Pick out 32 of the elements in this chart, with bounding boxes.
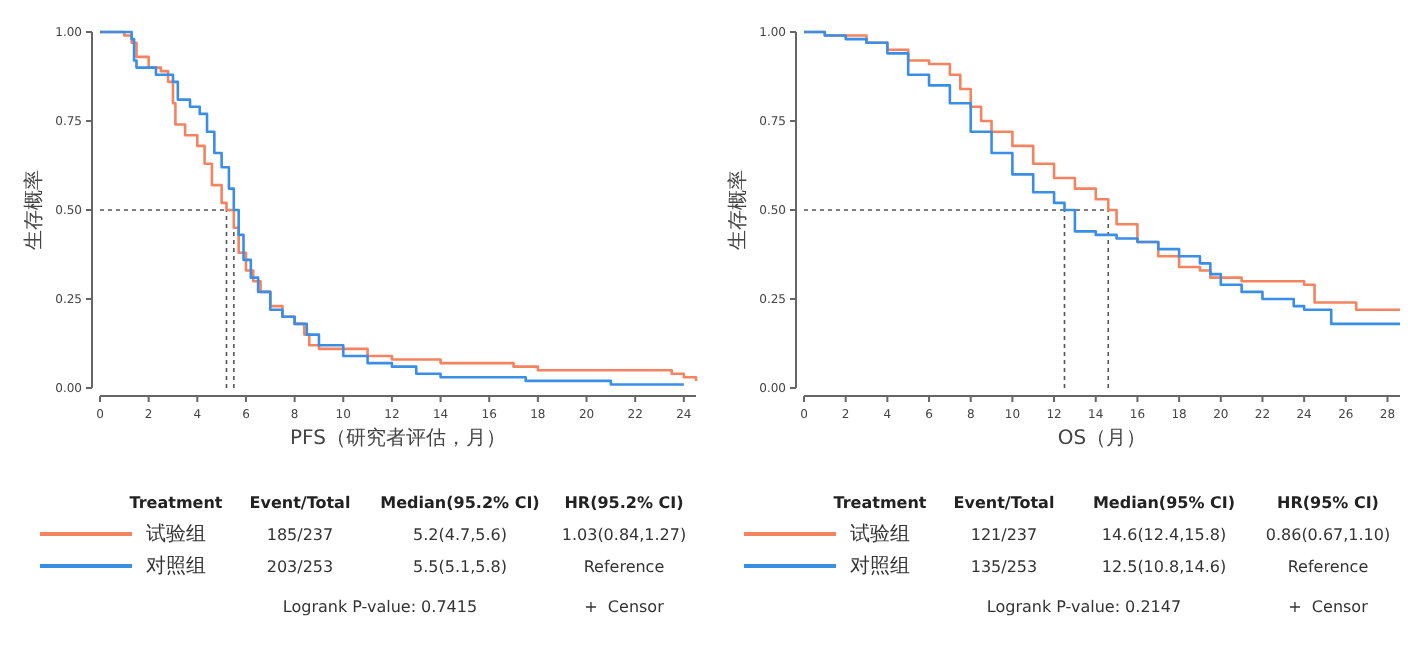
text: 12.5(10.8,14.6): [1101, 558, 1227, 576]
legend-label: 对照组: [146, 554, 206, 578]
text: 135/253: [970, 558, 1038, 576]
text: Logrank P-value: 0.7415: [282, 598, 478, 616]
legend-label: 试验组: [146, 522, 206, 546]
text: Median(95.2% CI): [380, 494, 540, 512]
text: Treatment: [129, 494, 223, 512]
text: + Censor: [1288, 598, 1370, 616]
text: Event/Total: [249, 494, 351, 512]
text: 185/237: [266, 526, 334, 544]
legend-label: 试验组: [850, 522, 910, 546]
text: 0.86(0.67,1.10): [1265, 526, 1391, 544]
y-axis-title: 生存概率: [726, 170, 750, 250]
text: 121/237: [970, 526, 1038, 544]
legend-label: 对照组: [850, 554, 910, 578]
text: HR(95.2% CI): [564, 494, 684, 512]
x-axis-title: OS（月）: [1057, 428, 1147, 450]
text: + Censor: [584, 598, 666, 616]
text: Logrank P-value: 0.2147: [986, 598, 1182, 616]
text: Treatment: [833, 494, 927, 512]
text: Reference: [1287, 558, 1369, 576]
text: HR(95% CI): [1277, 494, 1379, 512]
text: 5.5(5.1,5.8): [413, 558, 507, 576]
text: 203/253: [266, 558, 334, 576]
text: 5.2(4.7,5.6): [413, 526, 507, 544]
text: 1.03(0.84,1.27): [561, 526, 687, 544]
text: Reference: [583, 558, 665, 576]
y-axis-title: 生存概率: [22, 170, 46, 250]
text: Median(95% CI): [1092, 494, 1236, 512]
text: 14.6(12.4,15.8): [1101, 526, 1227, 544]
x-axis-title: PFS（研究者评估，月）: [290, 426, 506, 450]
text: Event/Total: [953, 494, 1055, 512]
